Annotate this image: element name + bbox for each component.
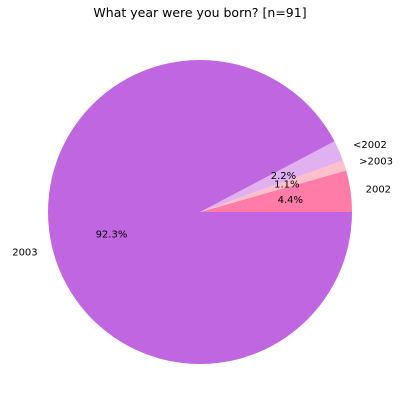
slice-label: 2003: [12, 248, 37, 259]
pie-slice-2003: [48, 60, 353, 365]
pie-slices: [48, 60, 353, 365]
slice-percent-label: 2.2%: [271, 171, 296, 182]
slice-percent-label: 4.4%: [278, 195, 303, 206]
slice-label: <2002: [353, 140, 387, 151]
slice-label: 2002: [366, 184, 391, 195]
pie-slice-2002: [200, 170, 352, 212]
chart-title: What year were you born? [n=91]: [93, 5, 306, 20]
slice-label: >2003: [359, 156, 393, 167]
pie-slice-2002: [200, 141, 344, 212]
pie-slice-2003: [200, 160, 347, 212]
slice-percent-label: 92.3%: [96, 229, 128, 240]
pie-labels: 2002 4.4% >2003 1.1% <2002 2.2% 2003 92.3%: [12, 140, 393, 258]
slice-percent-label: 1.1%: [274, 180, 299, 191]
